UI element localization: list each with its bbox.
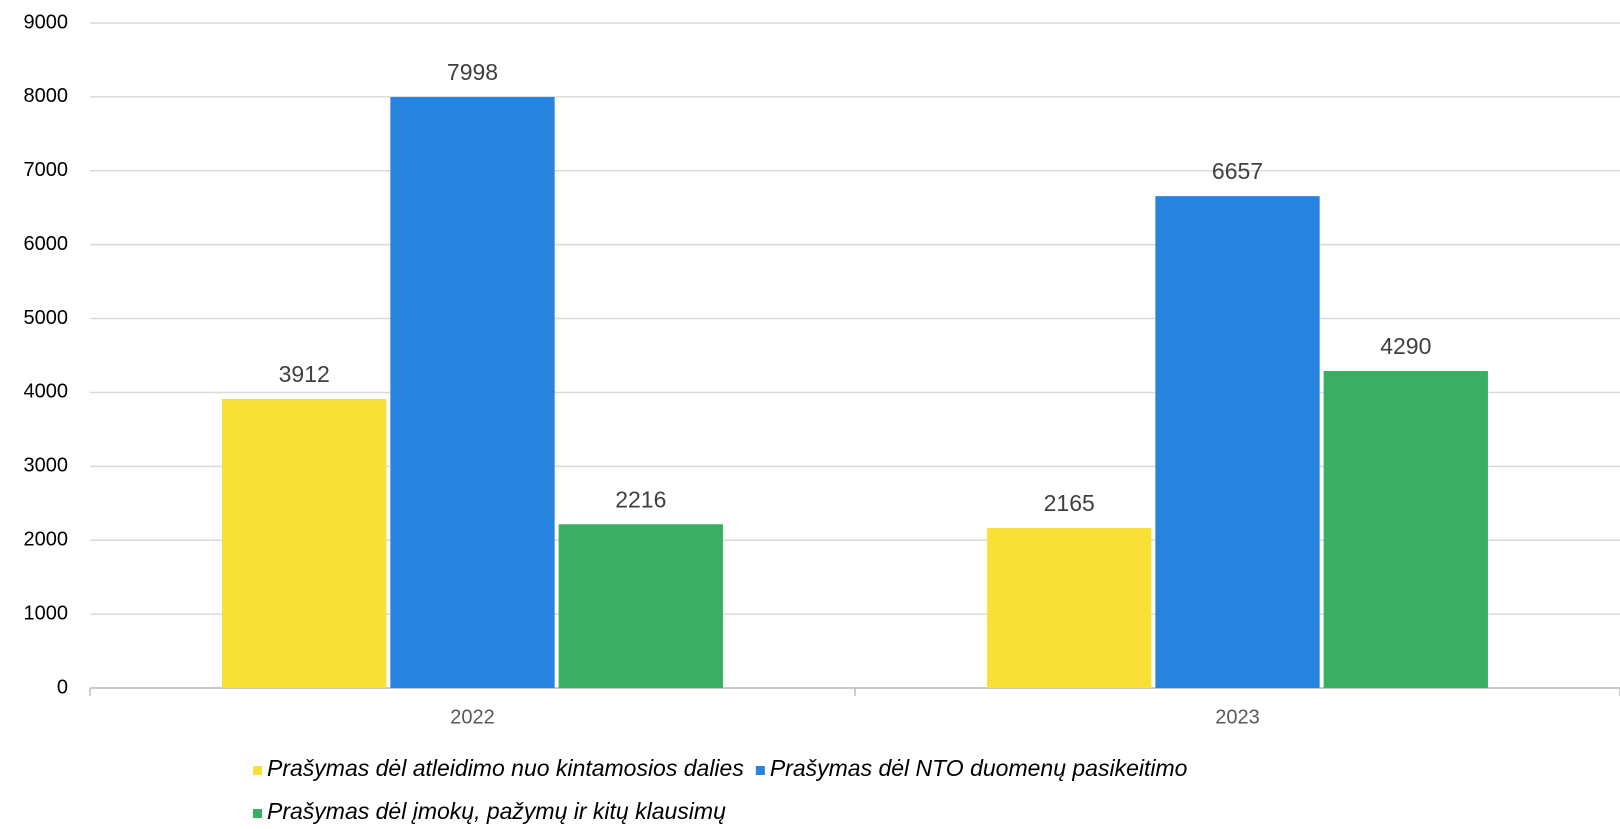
legend-item: Prašymas dėl NTO duomenų pasikeitimo — [755, 755, 1188, 781]
value-label: 7998 — [447, 59, 498, 85]
legend-item: Prašymas dėl atleidimo nuo kintamosios d… — [253, 755, 744, 781]
value-label: 4290 — [1380, 333, 1431, 359]
x-tick-label: 2022 — [450, 706, 495, 728]
y-tick-label: 4000 — [24, 381, 69, 403]
bar — [987, 528, 1152, 688]
y-tick-label: 6000 — [24, 233, 69, 255]
y-tick-label: 2000 — [24, 529, 69, 551]
y-tick-label: 7000 — [24, 159, 69, 181]
y-tick-label: 1000 — [24, 602, 69, 624]
legend-swatch — [253, 766, 262, 775]
bar — [1155, 196, 1320, 688]
x-tick-label: 2023 — [1215, 706, 1260, 728]
bar — [558, 524, 723, 688]
y-tick-label: 3000 — [24, 455, 69, 477]
value-label: 2165 — [1044, 490, 1095, 516]
value-label: 3912 — [279, 361, 330, 387]
value-label: 2216 — [615, 486, 666, 512]
legend-swatch — [253, 809, 262, 818]
legend-label: Prašymas dėl NTO duomenų pasikeitimo — [770, 755, 1188, 781]
legend-item: Prašymas dėl įmokų, pažymų ir kitų klaus… — [253, 798, 726, 824]
bar — [222, 398, 387, 688]
bar — [1323, 371, 1488, 688]
y-tick-label: 0 — [57, 676, 68, 698]
legend-swatch — [755, 766, 765, 775]
y-tick-label: 5000 — [24, 307, 69, 329]
y-tick-label: 9000 — [24, 11, 69, 33]
y-tick-label: 8000 — [24, 85, 69, 107]
legend-label: Prašymas dėl įmokų, pažymų ir kitų klaus… — [267, 798, 726, 824]
value-label: 6657 — [1212, 158, 1263, 184]
bar — [390, 97, 555, 688]
legend-label: Prašymas dėl atleidimo nuo kintamosios d… — [267, 755, 744, 781]
